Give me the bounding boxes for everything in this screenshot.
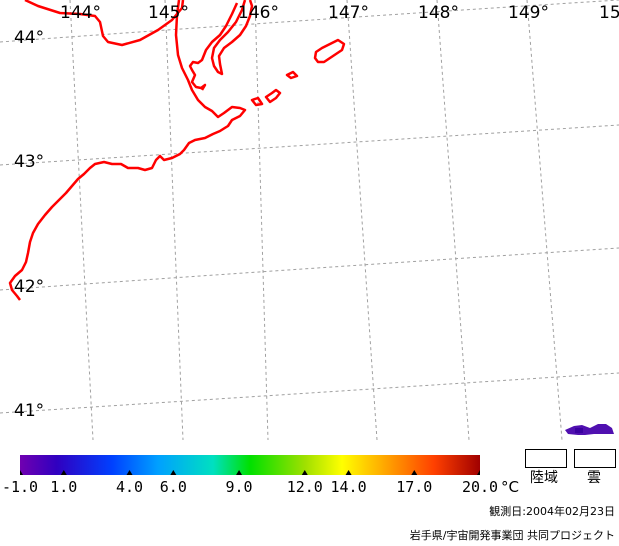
latitude-label-44: 44° <box>14 28 45 48</box>
cloud-legend-swatch <box>574 449 616 468</box>
parallel-41 <box>0 372 619 414</box>
colorbar-tick-8 <box>477 470 480 475</box>
sst-pixels <box>565 424 614 435</box>
kunashiri-island <box>210 0 254 76</box>
sst-patch-dark <box>575 428 583 433</box>
cloud-legend-label: 雲 <box>587 470 601 486</box>
longitude-label-149: 149° <box>508 3 549 23</box>
shiretoko-cape <box>188 2 239 91</box>
colorbar-tick-6 <box>345 470 352 475</box>
colorbar-tick-label-4: 9.0 <box>225 478 253 496</box>
habomai-islets <box>250 70 299 107</box>
colorbar-tick-0 <box>20 470 23 475</box>
longitude-label-150: 15 <box>599 3 619 23</box>
colorbar-tick-label-3: 6.0 <box>159 478 187 496</box>
shikotan-island <box>313 38 346 64</box>
longitude-label-145: 145° <box>148 3 189 23</box>
meridian-148 <box>436 0 470 440</box>
latitude-label-42: 42° <box>14 277 45 297</box>
hokkaido-east-coast <box>24 0 185 47</box>
colorbar-gradient <box>20 455 480 475</box>
latitude-gridlines <box>0 0 619 414</box>
colorbar-tick-label-6: 14.0 <box>330 478 367 496</box>
colorbar-tick-3 <box>170 470 177 475</box>
colorbar-tick-label-2: 4.0 <box>115 478 144 496</box>
parallel-42 <box>0 247 619 291</box>
sst-patch <box>565 424 614 435</box>
temperature-colorbar <box>20 455 480 475</box>
longitude-label-144: 144° <box>60 3 101 23</box>
colorbar-tick-2 <box>126 470 133 475</box>
colorbar-tick-1 <box>60 470 67 475</box>
meridian-144 <box>69 0 94 440</box>
colorbar-unit: °C <box>501 478 519 496</box>
colorbar-tick-label-5: 12.0 <box>286 478 323 496</box>
colorbar-tick-label-7: 17.0 <box>396 478 433 496</box>
colorbar-tick-label-0: -1.0 <box>1 478 39 496</box>
coastline <box>8 0 346 301</box>
longitude-label-146: 146° <box>238 3 279 23</box>
colorbar-tick-label-1: 1.0 <box>50 478 78 496</box>
longitude-gridlines <box>69 0 563 440</box>
parallel-44 <box>0 0 619 43</box>
parallel-43 <box>0 124 619 166</box>
observation-date: 観測日:2004年02月23日 <box>489 505 615 518</box>
meridian-149 <box>526 0 563 440</box>
colorbar-tick-7 <box>411 470 418 475</box>
colorbar-ticks <box>20 470 480 475</box>
latitude-label-41: 41° <box>14 401 45 421</box>
meridian-145 <box>164 0 184 440</box>
land-legend-swatch <box>525 449 567 468</box>
longitude-label-147: 147° <box>328 3 369 23</box>
meridian-147 <box>346 0 378 440</box>
colorbar-tick-label-8: 20.0 <box>461 478 499 496</box>
nemuro-peninsula <box>8 0 247 301</box>
credit-line: 岩手県/宇宙開発事業団 共同プロジェクト <box>409 529 615 542</box>
latitude-label-43: 43° <box>14 152 45 172</box>
meridian-146 <box>254 0 269 440</box>
colorbar-tick-4 <box>236 470 243 475</box>
longitude-label-148: 148° <box>418 3 459 23</box>
land-legend-label: 陸域 <box>530 470 558 486</box>
colorbar-tick-5 <box>301 470 308 475</box>
map-canvas <box>0 0 619 440</box>
